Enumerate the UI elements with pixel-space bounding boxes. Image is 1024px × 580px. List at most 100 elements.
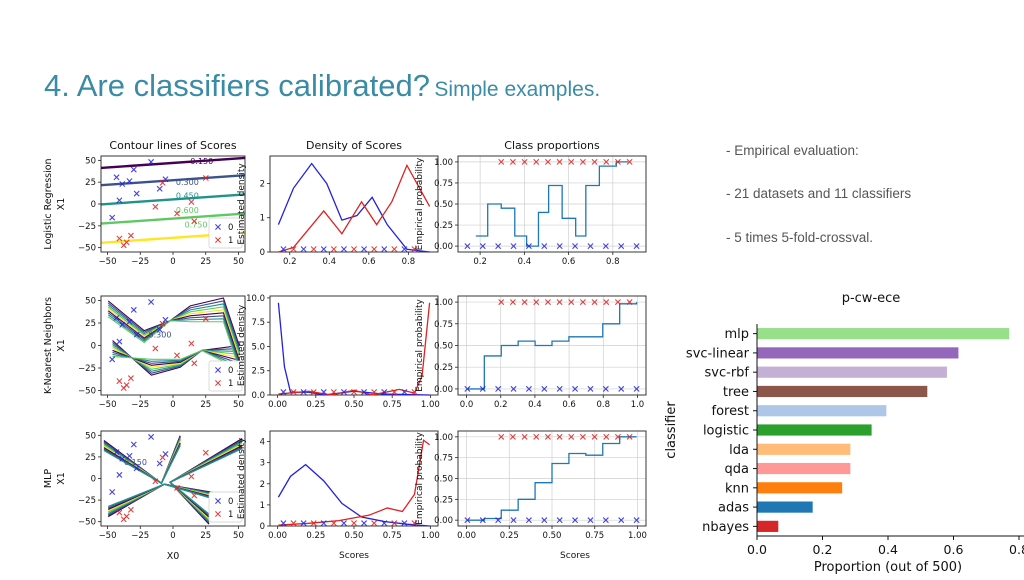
legend-label: 1 [228, 236, 233, 246]
x-tick-label: −25 [131, 257, 149, 267]
y-tick-label: −50 [78, 387, 96, 397]
contour-lines [100, 156, 246, 244]
x-axis-label: Proportion (out of 500) [814, 560, 962, 575]
score-rug-marker [330, 520, 337, 527]
class0-marker [541, 517, 548, 524]
class0-marker [556, 517, 563, 524]
contour-line [107, 300, 240, 374]
y-tick-label: 2 [260, 179, 265, 189]
score-rug-marker [290, 520, 297, 527]
contour-line [100, 193, 246, 206]
class1-marker [603, 158, 610, 165]
score-rug-marker [340, 246, 347, 253]
class1-marker [579, 299, 586, 306]
x-tick-label: 1.00 [421, 531, 440, 541]
density-curves [277, 162, 431, 253]
class1-point [120, 242, 127, 249]
class0-point [162, 316, 169, 323]
contour-line [107, 308, 241, 368]
score-rug-marker [330, 389, 337, 396]
legend-label: 0 [228, 497, 233, 507]
class1-marker [533, 158, 540, 165]
class1-point [152, 478, 159, 485]
legend-class0-marker [215, 367, 221, 373]
class0-marker [618, 243, 625, 250]
bar-adas [757, 501, 813, 513]
y-tick-label: 50 [85, 156, 96, 166]
x-tick-label: 0.2 [494, 400, 508, 410]
density-y-label: Estimated density [237, 437, 247, 519]
class1-point [127, 375, 134, 382]
class1-marker [533, 299, 540, 306]
class0-marker [495, 517, 502, 524]
class1-point [174, 352, 180, 359]
x-tick-label: 0.4 [323, 257, 337, 267]
x-tick-label: 0.75 [585, 531, 604, 541]
x-tick-label: 0.50 [345, 531, 364, 541]
x-tick-label: 0.8 [597, 400, 611, 410]
y-tick-label: 50 [85, 431, 96, 441]
score-rug-marker [371, 520, 378, 527]
x-tick-label: 0.4 [518, 257, 532, 267]
class1-marker [556, 158, 563, 165]
x-tick-label: 0.25 [306, 531, 325, 541]
calibration-figure-grid: Contour lines of Scores Density of Scores… [34, 128, 664, 566]
y-tick-label: 2.5 [251, 367, 265, 377]
class0-marker [556, 385, 563, 392]
density-curves [277, 439, 430, 527]
bar-svc-rbf [757, 366, 947, 378]
class1-marker [556, 299, 563, 306]
y-tick-label: 1.00 [434, 298, 453, 308]
class1-marker [591, 158, 598, 165]
class1-point [159, 454, 166, 461]
contour-level-label: 0.300 [176, 178, 199, 187]
x-tick-label: 0.6 [562, 257, 576, 267]
class1-point [152, 345, 159, 352]
y-tick-label: 0.25 [434, 495, 453, 505]
class1-marker [591, 299, 598, 306]
class0-marker [587, 243, 594, 250]
class0-point [156, 185, 163, 192]
y-tick-label: 0 [91, 342, 96, 352]
class0-point [119, 181, 126, 187]
x-tick-label: −50 [99, 257, 117, 267]
y-tick-label: 0.00 [434, 385, 453, 395]
class0-point [113, 174, 120, 181]
contour-line [107, 297, 240, 376]
class1-marker [521, 299, 528, 306]
x-tick-label: 0.8 [606, 257, 620, 267]
class1-marker [568, 299, 575, 306]
class1-point [202, 175, 209, 181]
score-rug-marker [361, 246, 368, 253]
y-tick-label: 0.75 [434, 320, 453, 330]
y-tick-label: adas [718, 501, 749, 516]
class1-point [188, 340, 195, 347]
score-rug-marker [371, 389, 378, 396]
slide-title-main: 4. Are classifiers calibrated? [44, 68, 430, 103]
x-tick-label: 50 [233, 257, 244, 267]
class0-point [133, 331, 140, 338]
x-tick-label: 0 [170, 257, 175, 267]
x1-axis-label: X1 [56, 198, 67, 211]
scores-x-label: Scores [560, 551, 590, 561]
class0-marker [572, 243, 579, 250]
class0-marker [633, 243, 640, 250]
class0-marker [525, 517, 532, 524]
class0-marker [633, 517, 640, 524]
score-rug-marker [381, 520, 388, 527]
contour-line [107, 314, 241, 368]
class0-point [119, 321, 126, 328]
score-rug-marker [320, 389, 327, 396]
y-tick-label: −25 [78, 222, 96, 232]
x-tick-label: 0.0 [747, 542, 767, 557]
column-title: Density of Scores [306, 139, 402, 152]
score-rug-marker [290, 389, 297, 396]
class0-marker [633, 385, 640, 392]
score-rug-marker [280, 246, 287, 253]
bullet-item: - Empirical evaluation: [726, 143, 859, 158]
x-tick-label: 0.75 [383, 400, 402, 410]
x-tick-label: 0.8 [1009, 542, 1024, 557]
x-tick-label: 0.4 [528, 400, 542, 410]
class1-marker [614, 433, 621, 440]
y-tick-label: −50 [78, 244, 96, 254]
